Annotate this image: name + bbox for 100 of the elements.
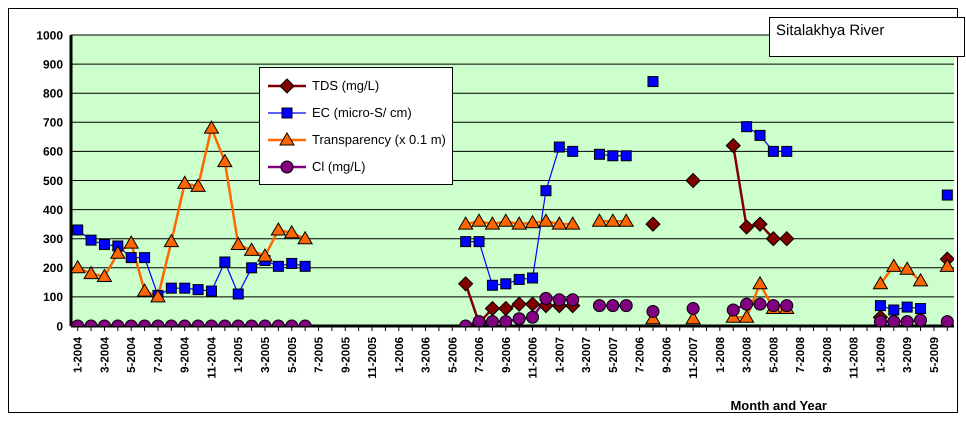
point — [474, 236, 485, 248]
point — [565, 216, 580, 230]
point — [566, 293, 580, 306]
x-tick-label: 3-2007 — [581, 337, 594, 373]
point — [646, 304, 660, 318]
legend-label: TDS (mg/L) — [312, 78, 380, 93]
point — [179, 282, 190, 294]
point — [740, 298, 754, 311]
point — [872, 276, 888, 290]
x-tick-label: 5-2007 — [608, 337, 620, 373]
point — [592, 299, 606, 312]
point — [539, 292, 552, 305]
y-tick-label: 700 — [42, 116, 64, 130]
x-tick-label: 9-2004 — [180, 336, 192, 373]
y-tick-label: 600 — [42, 144, 64, 159]
point — [540, 185, 552, 196]
x-tick-label: 7-2004 — [152, 336, 165, 373]
x-tick-label: 11-2008 — [848, 336, 861, 379]
x-tick-label: 11-2004 — [206, 336, 218, 379]
x-tick-label: 1-2008 — [714, 336, 727, 373]
point — [888, 304, 900, 316]
point — [766, 231, 781, 246]
point — [768, 146, 779, 157]
point — [726, 138, 741, 154]
point — [874, 315, 887, 326]
point — [139, 252, 150, 264]
point — [605, 214, 620, 227]
point — [284, 225, 300, 238]
x-tick-label: 7-2005 — [314, 336, 326, 373]
point — [525, 296, 540, 312]
point — [230, 237, 246, 250]
point — [607, 150, 618, 162]
x-axis-title: Month and Year — [730, 398, 827, 413]
point — [752, 276, 768, 290]
point — [554, 142, 565, 153]
y-tick-label: 800 — [42, 86, 64, 100]
point — [486, 315, 499, 326]
point — [244, 242, 260, 256]
x-tick-label: 5-2005 — [286, 336, 299, 373]
point — [526, 310, 540, 324]
point — [739, 220, 754, 235]
x-tick-label: 5-2004 — [126, 336, 138, 373]
point — [752, 216, 768, 232]
x-tick-label: 7-2006 — [634, 337, 647, 373]
point — [270, 222, 286, 236]
x-tick-label: 11-2007 — [688, 337, 700, 379]
point — [71, 260, 86, 274]
point — [567, 146, 578, 157]
point — [594, 148, 605, 160]
point — [190, 178, 206, 192]
point — [472, 214, 487, 227]
x-tick-label: 1-2004 — [72, 336, 85, 373]
point — [486, 280, 498, 291]
x-tick-label: 1-2006 — [394, 337, 406, 373]
point — [902, 302, 913, 313]
point — [192, 284, 204, 296]
point — [232, 288, 244, 300]
point — [886, 258, 902, 272]
y-tick-label: 0 — [56, 319, 64, 334]
x-tick-label: 3-2009 — [902, 337, 914, 373]
x-tick-label: 7-2008 — [795, 336, 808, 373]
point — [500, 278, 512, 290]
y-tick-label: 500 — [42, 174, 64, 188]
point — [460, 236, 472, 248]
x-tick-label: 9-2006 — [500, 337, 513, 373]
point — [86, 234, 97, 246]
point — [246, 262, 258, 274]
point — [458, 216, 474, 230]
point — [206, 286, 217, 297]
point — [217, 154, 232, 168]
point — [686, 173, 701, 188]
point — [110, 246, 126, 259]
x-tick-label: 5-2008 — [768, 336, 780, 373]
point — [527, 272, 538, 284]
point — [620, 150, 632, 162]
point — [164, 234, 179, 248]
point — [618, 214, 634, 227]
point — [204, 120, 219, 134]
point — [514, 274, 525, 285]
y-tick-label: 300 — [42, 232, 64, 246]
point — [940, 258, 954, 272]
point — [177, 176, 192, 189]
x-tick-label: 5-2006 — [447, 337, 460, 373]
y-tick-label: 400 — [42, 202, 64, 217]
point — [512, 312, 526, 326]
point — [887, 315, 900, 326]
legend-label: EC (micro-S/ cm) — [312, 105, 412, 120]
point — [781, 146, 792, 157]
title-box: Sitalakhya River — [769, 17, 965, 57]
point — [538, 214, 554, 227]
point — [300, 260, 311, 272]
point — [512, 296, 527, 312]
point — [606, 299, 620, 312]
point — [552, 216, 567, 230]
y-tick-label: 100 — [42, 290, 64, 304]
point — [84, 266, 99, 280]
point — [915, 303, 926, 314]
point — [219, 256, 230, 268]
point — [726, 303, 740, 316]
point — [498, 301, 514, 316]
